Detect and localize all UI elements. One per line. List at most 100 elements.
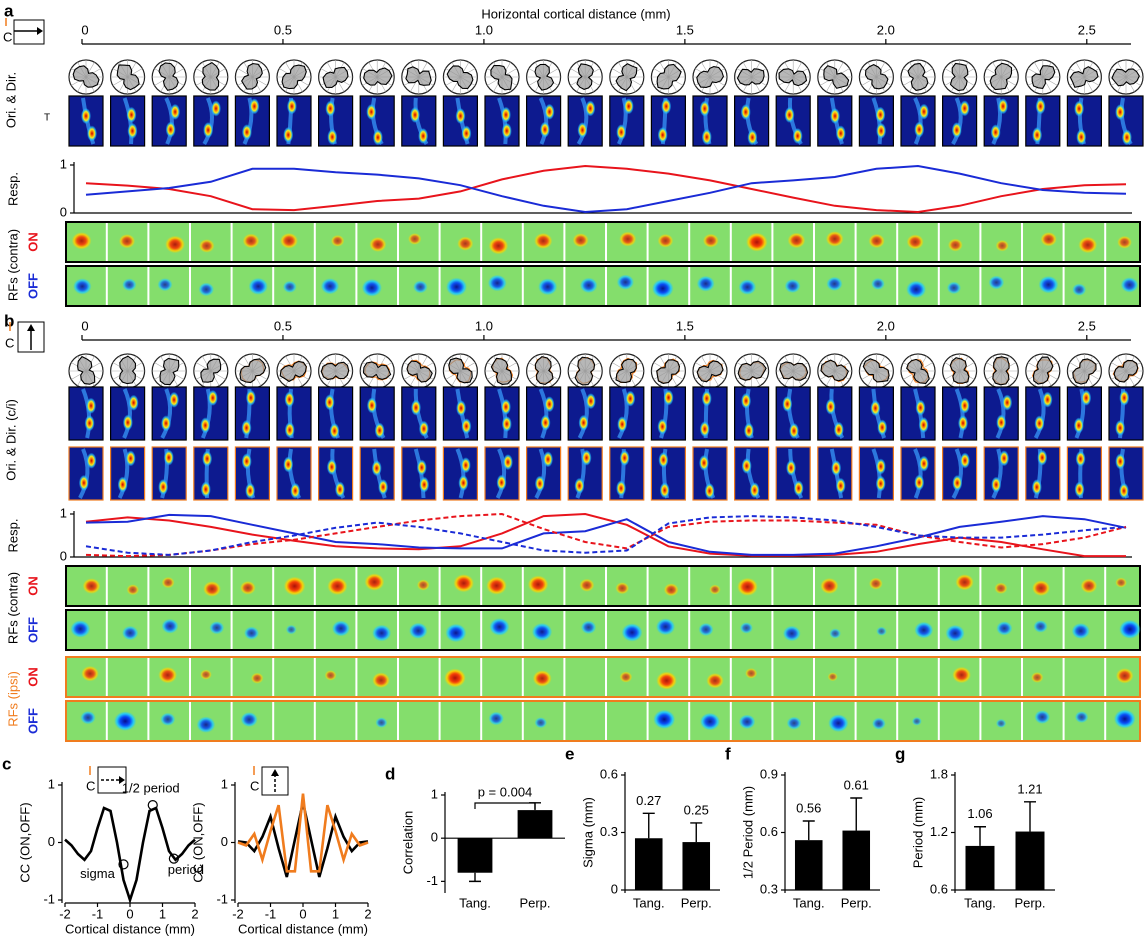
tick-label: 2.5 (1078, 22, 1096, 37)
orientation-spot (203, 122, 213, 138)
y-axis-label: Sigma (mm) (580, 797, 595, 868)
bar (842, 831, 870, 890)
orientation-spot (1036, 98, 1046, 114)
orientation-spot (919, 456, 929, 472)
data-label: 0.27 (636, 793, 661, 808)
orientation-spot (998, 98, 1008, 114)
camera-label: C (3, 29, 12, 44)
rf-blob (989, 276, 1005, 290)
rf-blob (700, 713, 720, 730)
orientation-spot (118, 477, 128, 493)
y-tick-label: 0 (60, 548, 67, 563)
orientation-spot (410, 107, 420, 123)
x-tick-label: 1 (332, 906, 339, 921)
rf-blob (994, 583, 1007, 594)
x-axis-label: Cortical distance (mm) (238, 921, 368, 936)
rf-blob (1119, 620, 1141, 639)
orientation-spot (1081, 390, 1091, 406)
y-axis-label: CC (ON,OFF) (17, 802, 32, 882)
orientation-spot (914, 122, 924, 138)
rf-blob (284, 577, 306, 596)
rf-blob (656, 672, 677, 690)
rf-blob (122, 626, 138, 640)
orientation-spot (283, 456, 293, 472)
polar-tuning (780, 362, 808, 380)
rf-blob (209, 621, 224, 634)
row-label: Ori. & Dir. (3, 72, 18, 128)
orientation-spot (1122, 129, 1132, 145)
orientation-spot (501, 399, 511, 415)
rf-blob (914, 622, 933, 638)
rf-blob (955, 574, 973, 590)
rf-blob (996, 621, 1012, 635)
rf-blob (746, 233, 768, 252)
orientation-spot (245, 483, 255, 499)
y-tick-label: 0 (431, 830, 438, 845)
axis-title: Horizontal cortical distance (mm) (481, 6, 670, 21)
orientation-spot (702, 390, 712, 406)
y-tick-label: 0.6 (760, 824, 778, 839)
orientation-spot (877, 419, 887, 435)
orientation-spot (1037, 450, 1047, 466)
error-bar (803, 821, 815, 840)
orientation-spot (831, 460, 841, 476)
orientation-spot (991, 124, 1001, 140)
y-tick-label: 0 (611, 881, 618, 896)
orientation-spot (1034, 415, 1044, 431)
orientation-spot (378, 479, 388, 495)
orientation-spot (836, 125, 846, 141)
orientation-spot (582, 450, 592, 466)
orientation-spot (616, 124, 626, 140)
orientation-spot (87, 126, 97, 142)
rf-blob (372, 672, 390, 687)
orientation-spot (585, 100, 595, 116)
rf-blob (653, 710, 675, 729)
orientation-spot (129, 395, 139, 411)
panel-label: g (895, 744, 905, 763)
orientation-spot (870, 400, 880, 416)
error-bar (850, 798, 862, 831)
orientation-spot (246, 390, 256, 406)
rf-blob (664, 583, 679, 596)
orientation-spot (705, 483, 715, 499)
orientation-spot (1076, 129, 1086, 145)
row-label: Ori. & Dir. (c/i) (3, 399, 18, 481)
rf-blob (365, 573, 385, 590)
rf-blob (327, 577, 347, 595)
rf-blob (871, 278, 885, 290)
y-axis-label: 1/2 Period (mm) (740, 786, 755, 879)
orientation-spot (664, 390, 674, 406)
orientation-spot (535, 476, 545, 492)
y-tick-label: 0.9 (760, 766, 778, 781)
orientation-spot (126, 450, 136, 466)
panel-label: e (565, 744, 574, 763)
rf-blob (127, 584, 140, 595)
bar (518, 810, 553, 838)
orientation-spot (169, 392, 179, 408)
y-tick-label: 1 (221, 776, 228, 791)
orientation-spot (1115, 104, 1125, 120)
heat-tick: T (44, 113, 50, 124)
tick-label: 1.0 (475, 22, 493, 37)
rf-blob (622, 623, 643, 641)
y-tick-label: 0 (48, 834, 55, 849)
orientation-spot (793, 128, 803, 144)
orientation-spot (325, 101, 335, 117)
y-axis-label: Period (mm) (910, 797, 925, 869)
on-label: ON (25, 232, 40, 252)
orientation-spot (366, 104, 376, 120)
rf-blob (240, 581, 256, 595)
rf-blob (489, 712, 504, 725)
significance-bracket (475, 803, 535, 809)
rf-blob (820, 578, 838, 594)
rf-blob (907, 234, 924, 249)
rf-blob (362, 279, 382, 297)
error-bar (690, 823, 702, 842)
rf-blob (445, 624, 466, 642)
x-tick-label: Tang. (633, 895, 665, 910)
orientation-spot (208, 390, 218, 406)
orientation-spot (242, 420, 252, 436)
rf-blob (1075, 711, 1088, 723)
rf-blob (619, 232, 636, 247)
orientation-spot (960, 100, 970, 116)
